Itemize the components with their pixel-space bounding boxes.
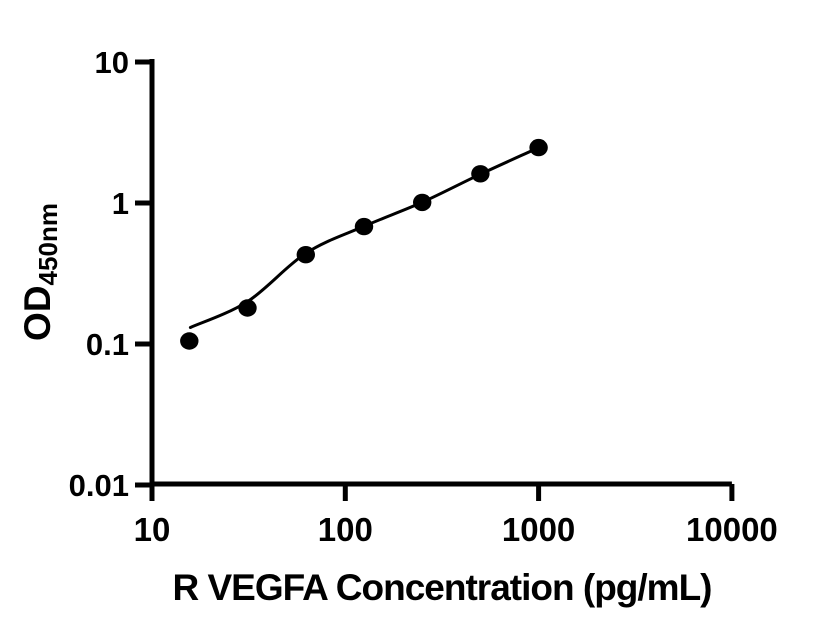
y-axis-title-subscript: 450nm — [33, 203, 63, 285]
y-tick-label: 10 — [95, 45, 129, 80]
data-point — [529, 138, 548, 157]
axis-ticks — [135, 59, 735, 501]
x-axis-title: R VEGFA Concentration (pg/mL) — [172, 567, 711, 608]
data-point — [238, 299, 257, 317]
data-point — [354, 217, 374, 236]
x-tick-label: 1000 — [502, 511, 575, 548]
data-point — [180, 332, 199, 350]
y-axis-title: OD450nm — [17, 203, 63, 341]
data-point — [471, 165, 490, 183]
data-point — [413, 193, 432, 212]
data-point — [296, 246, 315, 264]
data-points — [180, 138, 548, 350]
y-axis-title-main: OD — [17, 285, 58, 341]
axes — [149, 59, 732, 487]
x-tick-label: 100 — [318, 511, 373, 548]
y-tick-label: 0.01 — [69, 468, 129, 503]
y-tick-label: 1 — [112, 186, 129, 221]
x-tick-label: 10000 — [686, 511, 778, 548]
y-tick-label: 0.1 — [86, 327, 129, 362]
x-tick-label: 10 — [134, 511, 171, 548]
